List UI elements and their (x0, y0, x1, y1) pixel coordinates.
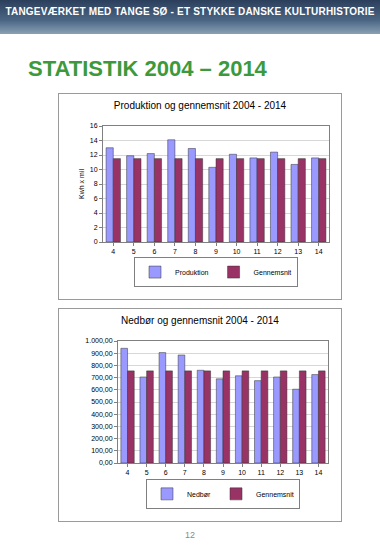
svg-text:12: 12 (274, 248, 282, 255)
svg-text:10: 10 (238, 469, 246, 476)
svg-text:6: 6 (94, 195, 98, 202)
svg-text:1.000,00: 1.000,00 (85, 337, 112, 344)
svg-text:400,00: 400,00 (91, 411, 113, 418)
svg-text:8: 8 (193, 248, 197, 255)
svg-text:4: 4 (111, 248, 115, 255)
svg-text:Gennemsnit: Gennemsnit (256, 491, 294, 498)
svg-text:5: 5 (132, 248, 136, 255)
svg-text:4: 4 (126, 469, 130, 476)
svg-text:12: 12 (276, 469, 284, 476)
svg-text:6: 6 (152, 248, 156, 255)
svg-text:13: 13 (295, 469, 303, 476)
svg-text:Produktion og gennemsnit 2004: Produktion og gennemsnit 2004 - 2014 (114, 100, 287, 111)
svg-text:Nedbør og gennemsnit 2004 - 20: Nedbør og gennemsnit 2004 - 2014 (121, 315, 279, 326)
svg-text:12: 12 (90, 151, 98, 158)
svg-text:9: 9 (221, 469, 225, 476)
svg-text:14: 14 (315, 248, 323, 255)
svg-text:Nedbør: Nedbør (187, 491, 211, 498)
html-text:STATISTIK 2004 – 2014: STATISTIK 2004 – 2014 (28, 56, 267, 81)
svg-text:7: 7 (173, 248, 177, 255)
svg-text:Produktion: Produktion (175, 269, 209, 276)
svg-text:2: 2 (94, 224, 98, 231)
html-text:TANGEVÆRKET MED TANGE SØ - ET: TANGEVÆRKET MED TANGE SØ - ET STYKKE DAN… (5, 6, 375, 17)
svg-text:4: 4 (94, 209, 98, 216)
svg-text:900,00: 900,00 (91, 350, 113, 357)
svg-text:9: 9 (214, 248, 218, 255)
svg-text:Kwh x mil: Kwh x mil (78, 169, 85, 199)
svg-text:800,00: 800,00 (91, 362, 113, 369)
svg-text:100,00: 100,00 (91, 447, 113, 454)
svg-text:6: 6 (164, 469, 168, 476)
svg-text:14: 14 (90, 137, 98, 144)
svg-text:0,00: 0,00 (99, 459, 113, 466)
svg-text:16: 16 (90, 122, 98, 129)
svg-text:600,00: 600,00 (91, 386, 113, 393)
svg-text:7: 7 (183, 469, 187, 476)
svg-text:11: 11 (253, 248, 260, 255)
svg-text:8: 8 (202, 469, 206, 476)
svg-text:500,00: 500,00 (91, 398, 113, 405)
svg-text:11: 11 (258, 469, 265, 476)
svg-text:700,00: 700,00 (91, 374, 113, 381)
svg-text:13: 13 (294, 248, 302, 255)
svg-text:10: 10 (233, 248, 241, 255)
svg-text:10: 10 (90, 166, 98, 173)
svg-text:14: 14 (315, 469, 323, 476)
svg-text:0: 0 (94, 238, 98, 245)
html-text:12: 12 (185, 530, 195, 540)
svg-text:200,00: 200,00 (91, 435, 113, 442)
svg-text:5: 5 (145, 469, 149, 476)
svg-text:Gennemsnit: Gennemsnit (254, 269, 292, 276)
svg-text:300,00: 300,00 (91, 423, 113, 430)
svg-text:8: 8 (94, 180, 98, 187)
